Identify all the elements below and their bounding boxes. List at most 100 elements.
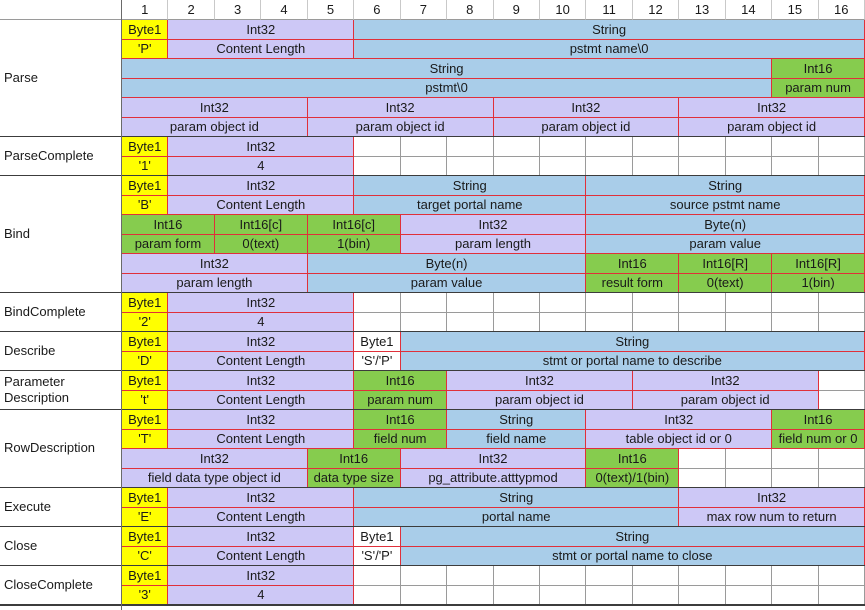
field-plain-cell: Byte1 [354, 332, 401, 352]
field-int16-cell: field num or 0 [772, 429, 865, 449]
field-byte-cell: Byte1 [122, 371, 169, 391]
field-int16-cell: Int16 [586, 254, 680, 274]
field-string-cell: target portal name [354, 195, 587, 215]
empty-cell [725, 468, 773, 488]
field-int16-cell: Int16[R] [772, 254, 865, 274]
header-corner [0, 0, 122, 20]
field-byte-cell: Byte1 [122, 332, 169, 352]
empty-cell [400, 312, 448, 332]
field-int32-cell: param object id [307, 117, 494, 137]
message-label: Describe [0, 332, 122, 371]
column-header: 2 [168, 0, 215, 20]
message-label: Parameter Description [0, 371, 122, 410]
empty-cell [586, 566, 633, 586]
field-int32-cell: field data type object id [122, 468, 308, 488]
empty-cell [818, 585, 865, 605]
empty-cell [400, 156, 448, 176]
field-int16-cell: Int16 [307, 449, 401, 469]
empty-cell [632, 566, 680, 586]
empty-cell [725, 156, 773, 176]
field-int32-cell: Content Length [168, 39, 355, 59]
empty-cell [818, 156, 865, 176]
field-int32-cell: 4 [168, 585, 355, 605]
field-string-cell: stmt or portal name to describe [400, 351, 865, 371]
field-int16-cell: result form [586, 273, 680, 293]
field-int16-cell: Int16[c] [214, 215, 308, 235]
column-header: 14 [725, 0, 773, 20]
empty-cell [354, 293, 401, 313]
empty-cell [447, 566, 494, 586]
group-separator [0, 604, 865, 606]
field-string-cell: String [354, 488, 680, 508]
empty-cell [679, 468, 726, 488]
field-byte-cell: 't' [122, 390, 169, 410]
field-int32-cell: max row num to return [679, 507, 865, 527]
field-int32-cell: Int32 [632, 371, 819, 391]
field-byte-cell: '1' [122, 156, 169, 176]
column-header: 7 [400, 0, 448, 20]
empty-cell [354, 137, 401, 157]
message-label: Execute [0, 488, 122, 527]
empty-cell [772, 468, 819, 488]
field-byte-cell: '3' [122, 585, 169, 605]
field-int16-cell: Int16 [354, 410, 448, 430]
field-int32-cell: Content Length [168, 390, 355, 410]
field-int16-cell: Int16 [122, 215, 215, 235]
label-column-divider [121, 0, 122, 610]
field-byte-cell: '2' [122, 312, 169, 332]
field-int32-cell: Int32 [400, 215, 587, 235]
empty-cell [447, 293, 494, 313]
message-label: BindComplete [0, 293, 122, 332]
field-int32-cell: Int32 [122, 254, 308, 274]
field-plain-cell: 'S'/'P' [354, 546, 401, 566]
field-byte-cell: Byte1 [122, 176, 169, 196]
field-string-cell: param value [307, 273, 587, 293]
field-int16-cell: param form [122, 234, 215, 254]
empty-cell [725, 137, 773, 157]
field-byte-cell: Byte1 [122, 410, 169, 430]
field-byte-cell: 'P' [122, 39, 169, 59]
empty-cell [354, 156, 401, 176]
field-int16-cell: 0(text)/1(bin) [586, 468, 680, 488]
empty-cell [400, 585, 448, 605]
empty-cell [493, 137, 540, 157]
field-int16-cell: Int16 [772, 59, 865, 79]
field-plain-cell: Byte1 [354, 527, 401, 547]
field-byte-cell: Byte1 [122, 137, 169, 157]
field-string-cell: Byte(n) [586, 215, 865, 235]
field-int16-cell: Int16 [586, 449, 680, 469]
empty-cell [818, 566, 865, 586]
field-byte-cell: 'B' [122, 195, 169, 215]
field-int16-cell: Int16 [772, 410, 865, 430]
column-header: 10 [539, 0, 587, 20]
field-int16-cell: 1(bin) [307, 234, 401, 254]
empty-cell [725, 566, 773, 586]
empty-cell [772, 566, 819, 586]
column-header: 9 [493, 0, 540, 20]
field-int32-cell: Int32 [122, 98, 308, 118]
empty-cell [400, 137, 448, 157]
empty-cell [679, 137, 726, 157]
field-int32-cell: Int32 [493, 98, 680, 118]
empty-cell [818, 468, 865, 488]
empty-cell [632, 137, 680, 157]
field-string-cell: String [586, 176, 865, 196]
field-int32-cell: Int32 [586, 410, 773, 430]
field-int32-cell: Int32 [168, 293, 355, 313]
field-string-cell: String [354, 20, 865, 40]
field-string-cell: stmt or portal name to close [400, 546, 865, 566]
empty-cell [539, 585, 587, 605]
empty-cell [818, 293, 865, 313]
empty-cell [725, 585, 773, 605]
field-byte-cell: Byte1 [122, 20, 169, 40]
field-string-cell: String [400, 332, 865, 352]
column-header: 4 [261, 0, 308, 20]
field-int32-cell: Int32 [168, 410, 355, 430]
field-string-cell: portal name [354, 507, 680, 527]
field-byte-cell: 'D' [122, 351, 169, 371]
field-string-cell: String [122, 59, 773, 79]
message-label: RowDescription [0, 410, 122, 488]
empty-cell [725, 293, 773, 313]
message-label: Close [0, 527, 122, 566]
empty-cell [818, 312, 865, 332]
